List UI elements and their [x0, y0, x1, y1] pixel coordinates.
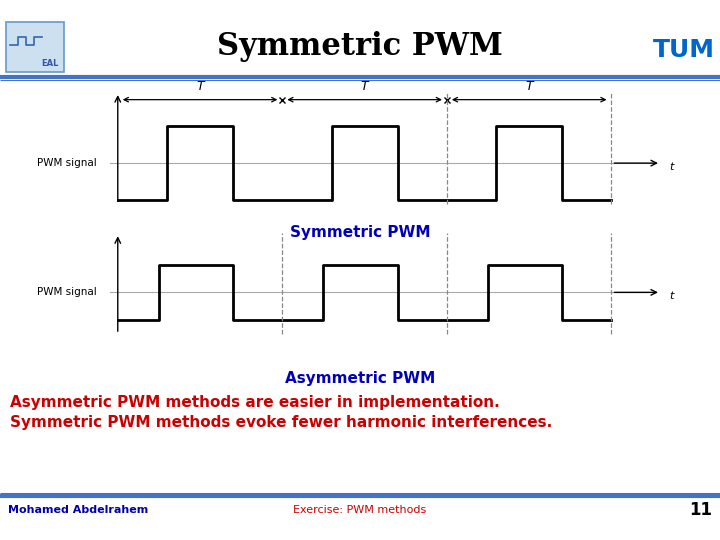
- Text: Mohamed Abdelrahem: Mohamed Abdelrahem: [8, 505, 148, 515]
- Text: T: T: [526, 80, 533, 93]
- Text: t: t: [669, 291, 673, 301]
- Text: Symmetric PWM: Symmetric PWM: [217, 31, 503, 63]
- Text: 11: 11: [689, 501, 712, 519]
- Text: T: T: [361, 80, 369, 93]
- Text: Symmetric PWM methods evoke fewer harmonic interferences.: Symmetric PWM methods evoke fewer harmon…: [10, 415, 552, 429]
- Text: TUM: TUM: [653, 38, 715, 62]
- Text: PWM signal: PWM signal: [37, 287, 97, 298]
- Text: EAL: EAL: [41, 59, 59, 68]
- Bar: [6, 22, 64, 72]
- Text: t: t: [669, 162, 673, 172]
- Text: Asymmetric PWM methods are easier in implementation.: Asymmetric PWM methods are easier in imp…: [10, 395, 500, 409]
- Text: T: T: [197, 80, 204, 93]
- Text: Asymmetric PWM: Asymmetric PWM: [285, 370, 435, 386]
- Text: PWM signal: PWM signal: [37, 158, 97, 168]
- Text: Symmetric PWM: Symmetric PWM: [289, 225, 431, 240]
- Text: Exercise: PWM methods: Exercise: PWM methods: [293, 505, 427, 515]
